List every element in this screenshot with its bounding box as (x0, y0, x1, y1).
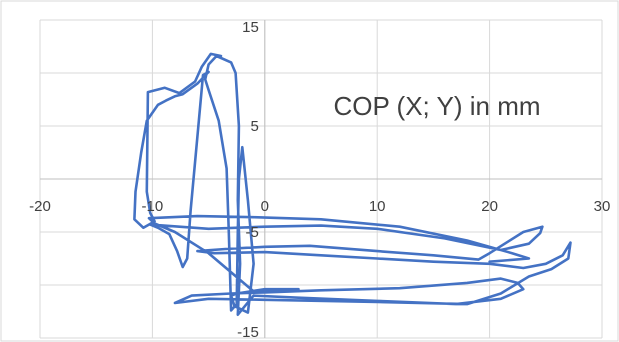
tick-labels: -20 -10 0 10 20 30 -15 -5 5 15 (29, 19, 610, 341)
x-tick-label: 10 (369, 198, 386, 215)
x-tick-label: 20 (481, 198, 498, 215)
cop-trace-0 (133, 52, 572, 316)
x-tick-label: 30 (594, 198, 611, 215)
y-tick-label: 5 (250, 118, 258, 135)
x-tick-label: 0 (261, 198, 269, 215)
chart-title: COP (X; Y) in mm (333, 91, 540, 121)
x-tick-label: -20 (29, 198, 51, 215)
axes (40, 20, 602, 338)
y-tick-label: -15 (237, 324, 259, 341)
y-tick-label: -5 (245, 224, 258, 241)
plot-area (133, 52, 572, 316)
x-tick-label: -10 (142, 198, 164, 215)
y-tick-label: 15 (242, 19, 259, 36)
